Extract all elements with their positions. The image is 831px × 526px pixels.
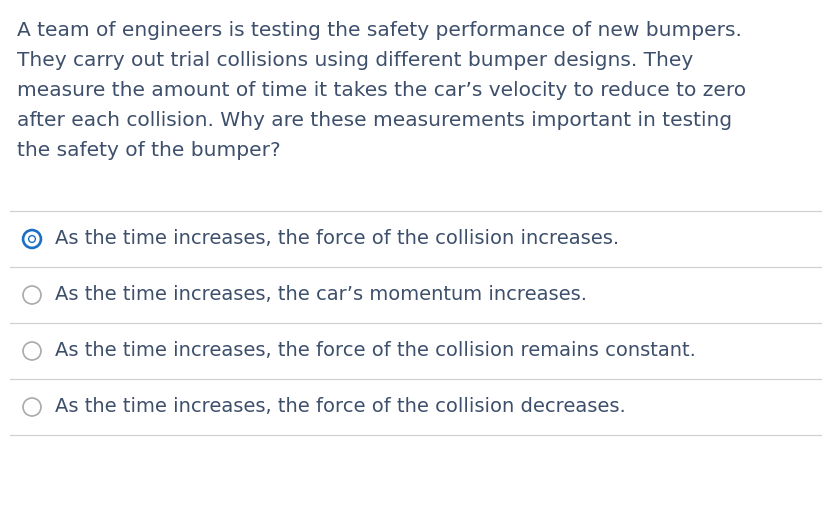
Text: measure the amount of time it takes the car’s velocity to reduce to zero: measure the amount of time it takes the … [17,81,746,100]
Circle shape [23,230,41,248]
Text: the safety of the bumper?: the safety of the bumper? [17,141,281,160]
Text: As the time increases, the force of the collision increases.: As the time increases, the force of the … [55,229,619,248]
Text: They carry out trial collisions using different bumper designs. They: They carry out trial collisions using di… [17,51,693,70]
Text: after each collision. Why are these measurements important in testing: after each collision. Why are these meas… [17,111,732,130]
Text: As the time increases, the car’s momentum increases.: As the time increases, the car’s momentu… [55,286,587,305]
Circle shape [23,286,41,304]
Circle shape [29,236,35,242]
Text: As the time increases, the force of the collision decreases.: As the time increases, the force of the … [55,398,626,417]
Text: A team of engineers is testing the safety performance of new bumpers.: A team of engineers is testing the safet… [17,21,742,40]
Circle shape [23,398,41,416]
Circle shape [23,342,41,360]
Text: As the time increases, the force of the collision remains constant.: As the time increases, the force of the … [55,341,696,360]
